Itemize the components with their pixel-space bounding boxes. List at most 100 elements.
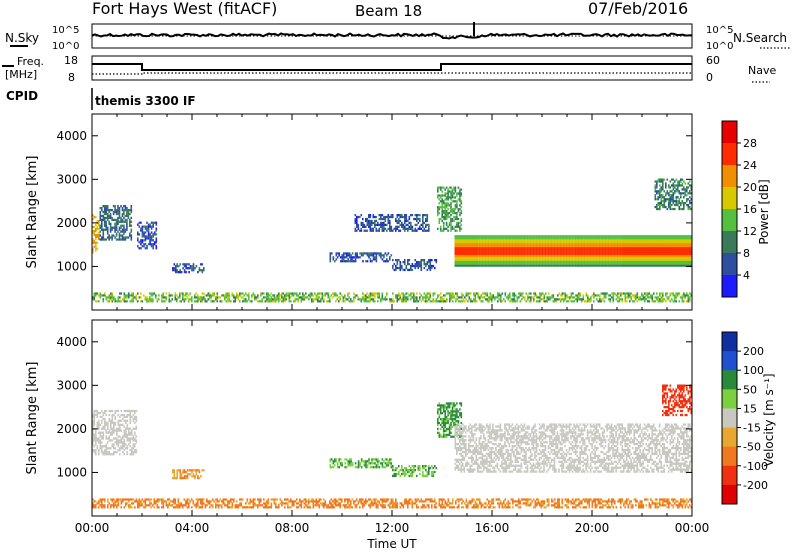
heatmap-cell [296, 294, 298, 297]
noise-tick-bottom-left: 10^0 [52, 41, 79, 52]
heatmap-cell [459, 192, 461, 195]
heatmap-cell [534, 235, 536, 238]
heatmap-cell [444, 214, 446, 217]
heatmap-cell [577, 246, 580, 250]
heatmap-cell [686, 256, 688, 259]
heatmap-cell [579, 264, 581, 267]
heatmap-cell [666, 252, 668, 255]
heatmap-cell [450, 298, 453, 301]
heatmap-cell [344, 294, 346, 297]
heatmap-cell [428, 259, 430, 262]
heatmap-cell [369, 223, 372, 227]
heatmap-cell [523, 239, 526, 242]
heatmap-cell [565, 258, 568, 261]
heatmap-cell [622, 250, 625, 254]
heatmap-cell [567, 262, 569, 265]
heatmap-cell [501, 254, 503, 257]
heatmap-cell [315, 294, 318, 297]
heatmap-cell [456, 200, 458, 203]
heatmap-cell [442, 210, 445, 213]
heatmap-cell [594, 250, 596, 254]
heatmap-cell [624, 237, 626, 240]
heatmap-cell [360, 223, 363, 227]
heatmap-cell [529, 242, 532, 246]
heatmap-cell [372, 300, 375, 303]
heatmap-cell [321, 292, 324, 295]
heatmap-cell [480, 300, 483, 303]
heatmap-cell [574, 239, 577, 242]
heatmap-cell [513, 250, 515, 254]
heatmap-cell [672, 294, 675, 297]
heatmap-cell [655, 256, 658, 259]
heatmap-cell [603, 237, 605, 240]
heatmap-cell [472, 254, 475, 257]
heatmap-cell [469, 239, 472, 242]
heatmap-cell [302, 294, 304, 297]
heatmap-cell [507, 239, 509, 242]
heatmap-cell [137, 300, 139, 303]
heatmap-cell [550, 246, 553, 250]
heatmap-cell [568, 244, 571, 248]
heatmap-cell [141, 231, 144, 234]
heatmap-cell [272, 298, 274, 301]
heatmap-cell [121, 228, 124, 231]
heatmap-cell [468, 250, 470, 254]
heatmap-cell [528, 262, 530, 265]
heatmap-cell [624, 241, 626, 244]
heatmap-cell [538, 248, 541, 252]
heatmap-cell [507, 246, 509, 250]
heatmap-cell [416, 298, 418, 301]
heatmap-cell [634, 250, 637, 254]
heatmap-cell [356, 215, 358, 219]
heatmap-cell [216, 298, 219, 301]
heatmap-cell [121, 214, 124, 218]
heatmap-cell [426, 229, 429, 232]
heatmap-cell [525, 235, 527, 238]
heatmap-cell [356, 256, 358, 259]
heatmap-cell [512, 294, 514, 297]
noise-tick-bottom-right: 10^0 [706, 41, 733, 52]
heatmap-cell [591, 237, 593, 240]
heatmap-cell [499, 246, 502, 250]
heatmap-cell [690, 198, 693, 201]
heatmap-cell [330, 294, 333, 297]
heatmap-cell [460, 241, 463, 244]
heatmap-cell [95, 243, 97, 246]
heatmap-cell [540, 242, 542, 246]
heatmap-cell [496, 252, 499, 255]
heatmap-cell [209, 298, 211, 301]
heatmap-cell [150, 231, 153, 234]
heatmap-cell [302, 298, 304, 301]
heatmap-cell [445, 217, 448, 221]
heatmap-cell [538, 250, 541, 254]
heatmap-cell [441, 190, 443, 193]
heatmap-cell [425, 264, 427, 268]
heatmap-cell [529, 248, 532, 252]
heatmap-cell [662, 188, 664, 191]
heatmap-cell [311, 294, 313, 297]
heatmap-cell [258, 300, 261, 303]
heatmap-cell [664, 264, 667, 267]
heatmap-cell [96, 241, 99, 244]
heatmap-cell [528, 300, 531, 303]
heatmap-cell [473, 300, 475, 303]
heatmap-cell [552, 244, 554, 248]
heatmap-cell [188, 300, 190, 303]
heatmap-cell [183, 298, 186, 301]
heatmap-cell [599, 298, 601, 301]
heatmap-cell [649, 258, 652, 261]
heatmap-cell [606, 239, 608, 242]
heatmap-cell [615, 260, 617, 263]
heatmap-cell [474, 298, 477, 301]
heatmap-cell [357, 215, 360, 219]
heatmap-cell [263, 296, 265, 299]
heatmap-cell [678, 200, 681, 203]
heatmap-cell [609, 242, 611, 246]
heatmap-cell [522, 264, 524, 267]
heatmap-cell [576, 298, 579, 301]
heatmap-cell [353, 256, 355, 259]
heatmap-cell [505, 248, 508, 252]
heatmap-cell [672, 235, 675, 238]
heatmap-cell [359, 298, 361, 301]
heatmap-cell [299, 296, 301, 299]
